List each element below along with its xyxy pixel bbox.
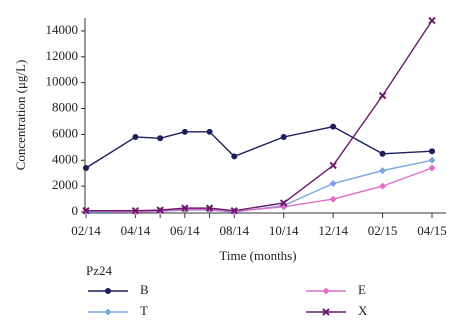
x-tick-label: 02/15 bbox=[368, 223, 398, 238]
series-line bbox=[85, 167, 433, 213]
data-point bbox=[428, 156, 436, 164]
data-point bbox=[181, 204, 189, 212]
y-tick-label: 0 bbox=[72, 203, 79, 218]
y-tick-label: 12000 bbox=[46, 48, 79, 63]
y-tick-label: 2000 bbox=[52, 177, 78, 192]
data-point bbox=[378, 91, 387, 100]
x-tick-label: 04/14 bbox=[121, 223, 151, 238]
x-tick-label: 08/14 bbox=[219, 223, 249, 238]
y-tick-label: 6000 bbox=[52, 125, 78, 140]
legend-label: T bbox=[140, 303, 148, 318]
data-point bbox=[156, 206, 164, 214]
x-tick-label: 10/14 bbox=[269, 223, 299, 238]
data-point bbox=[230, 206, 238, 215]
y-tick-label: 14000 bbox=[46, 22, 79, 37]
legend-marker bbox=[322, 287, 330, 295]
data-point bbox=[428, 16, 436, 25]
data-point bbox=[329, 195, 337, 203]
y-tick-label: 4000 bbox=[52, 151, 78, 166]
data-point bbox=[379, 182, 387, 190]
data-point bbox=[329, 161, 337, 170]
data-point bbox=[330, 123, 337, 130]
data-point bbox=[329, 180, 337, 188]
y-tick-label: 8000 bbox=[52, 100, 78, 115]
data-point bbox=[206, 128, 213, 135]
data-point bbox=[205, 204, 214, 212]
x-tick-label: 04/15 bbox=[417, 223, 447, 238]
legend-label: B bbox=[140, 282, 149, 297]
data-point bbox=[429, 148, 435, 155]
data-point bbox=[280, 199, 288, 207]
y-axis-label: Concentration (μg/L) bbox=[13, 60, 28, 171]
series-line bbox=[85, 125, 433, 169]
data-point bbox=[131, 206, 140, 215]
data-point bbox=[379, 150, 386, 157]
data-point bbox=[82, 206, 90, 215]
x-tick-label: 02/14 bbox=[71, 223, 101, 238]
x-tick-label: 06/14 bbox=[170, 223, 200, 238]
legend-label: E bbox=[358, 282, 366, 297]
data-point bbox=[132, 133, 139, 140]
legend-marker bbox=[104, 308, 112, 316]
series-line bbox=[86, 20, 433, 212]
x-tick-label: 12/14 bbox=[318, 223, 348, 238]
data-point bbox=[231, 153, 238, 160]
data-point bbox=[379, 167, 387, 175]
data-point bbox=[280, 133, 287, 140]
data-point bbox=[157, 135, 164, 142]
data-point bbox=[428, 164, 436, 172]
x-axis-label: Time (months) bbox=[219, 248, 296, 263]
data-point bbox=[83, 165, 89, 172]
legend-marker bbox=[105, 288, 111, 294]
legend-label: X bbox=[358, 303, 368, 318]
legend-marker bbox=[322, 308, 330, 316]
legend-title: Pz24 bbox=[86, 263, 113, 278]
y-tick-label: 10000 bbox=[46, 74, 79, 89]
data-point bbox=[181, 128, 188, 135]
